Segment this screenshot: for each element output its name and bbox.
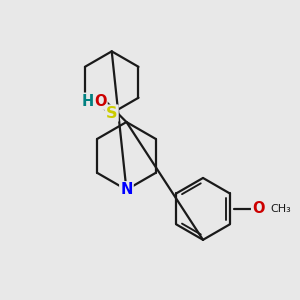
Text: O: O <box>94 94 106 109</box>
Text: CH₃: CH₃ <box>271 204 292 214</box>
Text: N: N <box>120 182 133 197</box>
Text: S: S <box>106 106 118 121</box>
Text: O: O <box>252 201 265 216</box>
Text: H: H <box>82 94 94 109</box>
